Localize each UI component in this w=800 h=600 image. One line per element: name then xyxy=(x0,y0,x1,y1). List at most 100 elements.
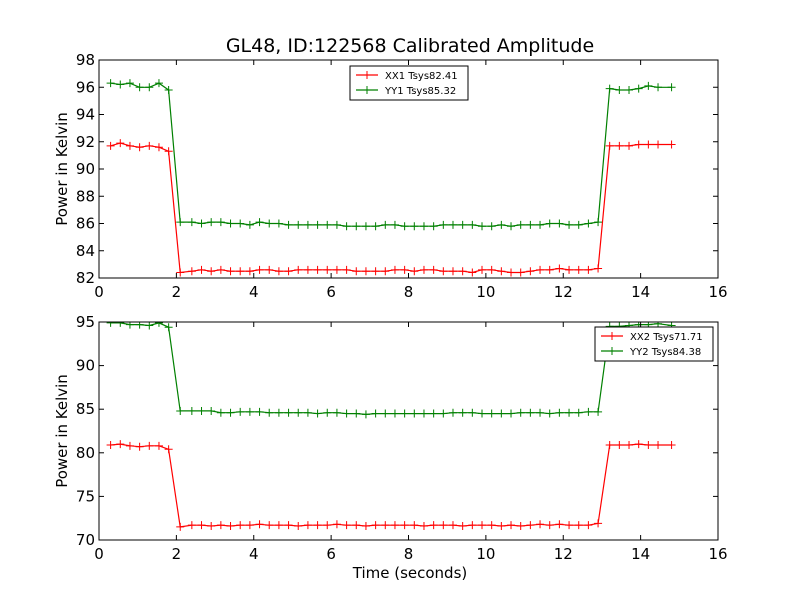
bottom-series-2-point xyxy=(410,409,419,418)
top-series-2-point xyxy=(536,220,545,229)
bottom-series-2-point xyxy=(654,322,663,328)
bottom-series-2-point xyxy=(187,406,196,415)
top-series-2-point xyxy=(458,220,467,229)
top-ytick-label: 90 xyxy=(76,160,95,178)
bottom-ytick-label: 85 xyxy=(76,400,95,418)
bottom-legend: XX2 Tsys71.71 YY2 Tsys84.38 xyxy=(594,326,714,362)
bottom-series-2-point xyxy=(419,409,428,418)
top-chart-panel: Power in Kelvin 0 2 4 6 8 10 12 14 16 82 84 86 88 90 9… xyxy=(53,51,728,301)
bottom-series-1-point xyxy=(294,522,303,531)
top-series-2-line xyxy=(110,82,672,227)
bottom-series-2-point xyxy=(390,409,399,418)
top-series-1-point xyxy=(176,268,185,277)
top-series-1-point xyxy=(226,267,235,276)
bottom-ytick-label: 75 xyxy=(76,487,95,505)
bottom-series-1-point xyxy=(216,521,225,530)
bottom-series-1-point xyxy=(135,442,144,451)
top-series-2-point xyxy=(605,84,614,93)
top-series-1-point xyxy=(135,143,144,152)
top-series-1-point xyxy=(116,139,125,148)
top-series-1-point xyxy=(448,267,457,276)
top-series-2-point xyxy=(371,222,380,231)
top-series-2-point xyxy=(352,222,361,231)
top-series-1-point xyxy=(478,265,487,274)
bottom-series-1-point xyxy=(361,522,370,531)
top-series-1-line xyxy=(110,142,672,274)
bottom-series-1-point xyxy=(284,521,293,530)
top-series-2-point xyxy=(303,220,312,229)
bottom-series-1-point xyxy=(419,522,428,531)
top-xtick-label: 2 xyxy=(172,283,182,301)
top-series-1-point xyxy=(419,265,428,274)
top-series-2-point xyxy=(497,220,506,229)
top-series-2-point xyxy=(634,84,643,93)
bottom-series-2-point xyxy=(526,408,535,417)
bottom-xtick-label: 4 xyxy=(249,545,259,563)
bottom-legend-marker xyxy=(608,347,616,355)
bottom-series-1-point xyxy=(265,521,274,530)
top-series-1-point xyxy=(342,265,351,274)
bottom-series-2-point xyxy=(536,408,545,417)
bottom-series-2-point xyxy=(323,408,332,417)
top-series-1-point xyxy=(164,147,173,156)
bottom-series-1-point xyxy=(439,521,448,530)
bottom-series-1-point xyxy=(574,521,583,530)
top-series-1-point xyxy=(526,267,535,276)
top-series-2-point xyxy=(135,83,144,92)
top-series-2-point xyxy=(448,220,457,229)
bottom-series-2-point xyxy=(468,408,477,417)
bottom-series-1-point xyxy=(255,520,264,529)
bottom-series-1-point xyxy=(625,440,634,449)
bottom-series-2-point xyxy=(125,322,134,329)
bottom-ytick-label: 80 xyxy=(76,444,95,462)
top-series-1-point xyxy=(265,265,274,274)
bottom-chart-panel: Power in Kelvin 0 2 4 6 8 10 12 14 16 70 75 80 85 90 9… xyxy=(53,313,728,563)
top-ytick-label: 86 xyxy=(76,215,95,233)
top-series-2-point xyxy=(545,219,554,228)
bottom-series-1-point xyxy=(410,521,419,530)
bottom-series-1-point xyxy=(429,521,438,530)
top-series-2-point xyxy=(644,81,653,90)
top-series-2-point xyxy=(106,79,115,88)
top-series-2-point xyxy=(187,218,196,227)
top-series-1-point xyxy=(584,265,593,274)
bottom-series-2-point xyxy=(371,409,380,418)
top-series-2-point xyxy=(284,220,293,229)
top-series-2-point xyxy=(615,85,624,94)
top-series-2-point xyxy=(381,220,390,229)
top-series-1-point xyxy=(284,267,293,276)
top-series-1-point xyxy=(313,265,322,274)
top-xtick-label: 12 xyxy=(554,283,573,301)
top-ytick-label: 96 xyxy=(76,78,95,96)
top-series-1-point xyxy=(555,264,564,273)
bottom-series-2-point xyxy=(487,409,496,418)
bottom-series-2-point xyxy=(574,408,583,417)
top-series-2-point xyxy=(594,218,603,227)
bottom-series-2-point xyxy=(135,322,144,329)
top-series-2-point xyxy=(207,218,216,227)
top-series-1-point xyxy=(381,267,390,276)
top-series-1-point xyxy=(361,267,370,276)
top-legend: XX1 Tsys82.41 YY1 Tsys85.32 xyxy=(349,65,469,101)
top-series-1-point xyxy=(536,265,545,274)
top-series-2-point xyxy=(332,220,341,229)
top-series-2 xyxy=(106,79,676,231)
top-series-2-point xyxy=(429,222,438,231)
bottom-series-2-point xyxy=(265,408,274,417)
bottom-ytick-label: 70 xyxy=(76,531,95,549)
bottom-series-2-point xyxy=(106,322,115,327)
bottom-series-2-point xyxy=(381,409,390,418)
top-series-1-point xyxy=(245,267,254,276)
top-series-2-point xyxy=(323,220,332,229)
top-series-2-point xyxy=(236,219,245,228)
bottom-series-1-point xyxy=(507,521,516,530)
bottom-series-1-point xyxy=(516,522,525,531)
top-series-1-point xyxy=(332,265,341,274)
bottom-series-2-point xyxy=(400,409,409,418)
top-series-2-point xyxy=(342,222,351,231)
bottom-series-2-point xyxy=(226,408,235,417)
bottom-series-2-point xyxy=(448,408,457,417)
bottom-series-2-point xyxy=(245,407,254,416)
top-series-1-point xyxy=(255,265,264,274)
